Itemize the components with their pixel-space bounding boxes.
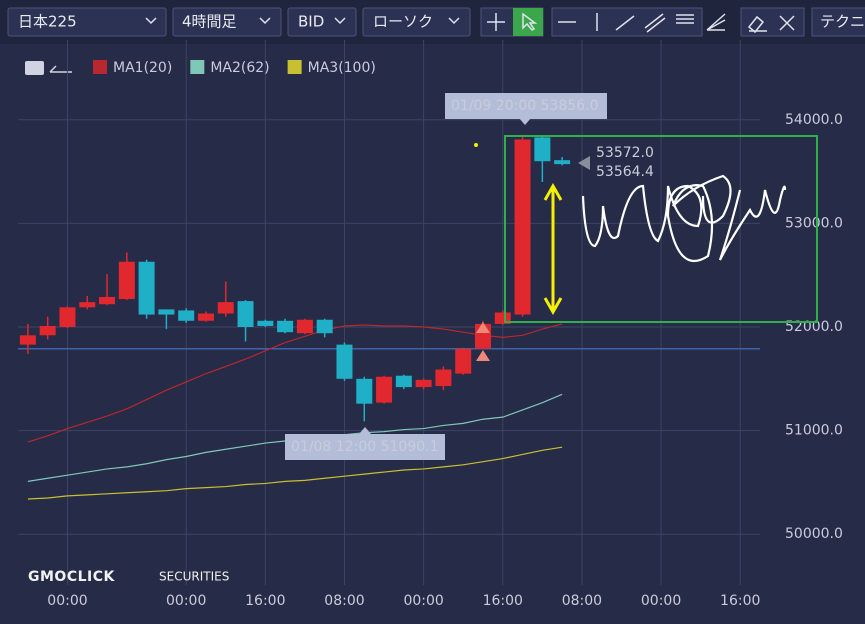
candle-body	[257, 320, 274, 326]
y-tick-label: 53000.0	[785, 215, 843, 231]
timeframe-select[interactable]	[172, 7, 282, 37]
candle-body	[455, 348, 472, 374]
ma-line	[27, 323, 563, 443]
x-tick-label: 00:00	[403, 593, 443, 609]
x-tick-label: 00:00	[47, 593, 87, 609]
legend-swatch	[287, 60, 302, 74]
annotation: 01/09 20:00 53856.0	[451, 98, 599, 114]
legend-label: MA3(100)	[308, 60, 376, 76]
candle-body	[79, 302, 96, 308]
cursor-tool[interactable]	[513, 8, 543, 36]
symbol: 日本225	[18, 13, 77, 31]
x-tick-label: 16:00	[245, 593, 285, 609]
indicator: テクニ	[820, 13, 865, 31]
indicator-select[interactable]	[811, 7, 865, 37]
last-price: 53564.4	[596, 164, 654, 180]
x-tick-label: 08:00	[324, 593, 364, 609]
annotation: 01/08 12:00 51090.1	[291, 439, 439, 455]
toolbar: 日本225 4時間足 BID ローソク テクニ	[0, 0, 865, 44]
last-price: 53572.0	[596, 145, 654, 161]
candle-body	[99, 296, 116, 305]
plot: 50000.0 51000.0 52000.0 53000.0 54000.0 00:00…	[18, 40, 843, 609]
candle-body	[296, 319, 313, 334]
candle-body	[118, 261, 135, 300]
candle-body	[158, 309, 175, 315]
candle-body	[395, 375, 412, 388]
candle-body	[435, 369, 452, 387]
style-select[interactable]	[362, 7, 471, 37]
x-tick-label: 16:00	[720, 593, 760, 609]
candle-body	[217, 302, 234, 314]
fan-tool[interactable]	[706, 13, 726, 31]
fibo-tool[interactable]	[676, 14, 694, 24]
erase-group	[740, 7, 805, 37]
legend-label: MA1(20)	[113, 60, 172, 76]
legend-swatch	[190, 60, 205, 74]
candle-body	[494, 312, 511, 324]
candle-body	[277, 320, 294, 333]
x-tick-label: 16:00	[483, 593, 523, 609]
symbol-select[interactable]	[7, 7, 167, 37]
candle-body	[178, 310, 195, 321]
candle-body	[356, 378, 373, 404]
marker	[475, 350, 490, 361]
annotation-box	[285, 434, 445, 460]
legend-toggle[interactable]	[49, 65, 72, 73]
candle-body	[336, 344, 353, 379]
candle-body	[415, 379, 432, 388]
x-tick-label: 00:00	[641, 593, 681, 609]
annotation-tip	[519, 118, 531, 125]
chevron	[334, 17, 346, 25]
candle-body	[376, 376, 393, 403]
logo: GMOCLICK	[28, 569, 116, 585]
chart-style: ローソク	[373, 13, 433, 31]
candle-body	[197, 313, 214, 321]
candle-body	[59, 307, 76, 328]
candle-body	[534, 137, 551, 162]
candle-body	[316, 319, 333, 334]
delete-tool[interactable]	[779, 15, 795, 31]
trend-tool[interactable]	[615, 15, 635, 31]
marker	[475, 322, 490, 333]
side: BID	[298, 13, 324, 31]
y-tick-label: 50000.0	[785, 526, 843, 542]
annotation-tip	[359, 427, 371, 434]
candle-body	[237, 301, 254, 328]
candle-body	[39, 325, 56, 336]
y-tick-label: 54000.0	[785, 112, 843, 128]
legend-swatch	[93, 60, 107, 74]
channel-tool[interactable]	[644, 13, 666, 33]
last-price-pointer	[578, 156, 590, 170]
legend-label: MA2(62)	[210, 60, 269, 76]
highlight-box	[504, 135, 818, 323]
chevron	[259, 17, 271, 25]
candle-body	[138, 261, 155, 315]
ma-line	[27, 446, 563, 500]
cursor-icon	[522, 12, 538, 31]
eraser-tool[interactable]	[747, 15, 767, 34]
logo-sub: SECURITIES	[159, 570, 229, 584]
scribble	[581, 174, 787, 262]
candle-body	[514, 139, 531, 315]
y-tick-label: 51000.0	[785, 423, 843, 439]
user-drawing	[474, 135, 818, 323]
chevron	[448, 17, 460, 25]
y-tick-label: 52000.0	[785, 319, 843, 335]
x-tick-label: 08:00	[562, 593, 602, 609]
comment-icon[interactable]	[25, 61, 44, 75]
candle-body	[554, 160, 571, 165]
timeframe: 4時間足	[182, 13, 237, 31]
draw-group	[551, 7, 703, 37]
dot	[474, 143, 478, 147]
yellow-arrow	[543, 182, 563, 316]
candle-body	[19, 335, 36, 345]
x-tick-label: 00:00	[166, 593, 206, 609]
side-select[interactable]	[287, 7, 357, 37]
annotation-box	[445, 93, 607, 119]
crosshair-tool[interactable]	[487, 13, 505, 31]
chevron	[145, 17, 157, 25]
